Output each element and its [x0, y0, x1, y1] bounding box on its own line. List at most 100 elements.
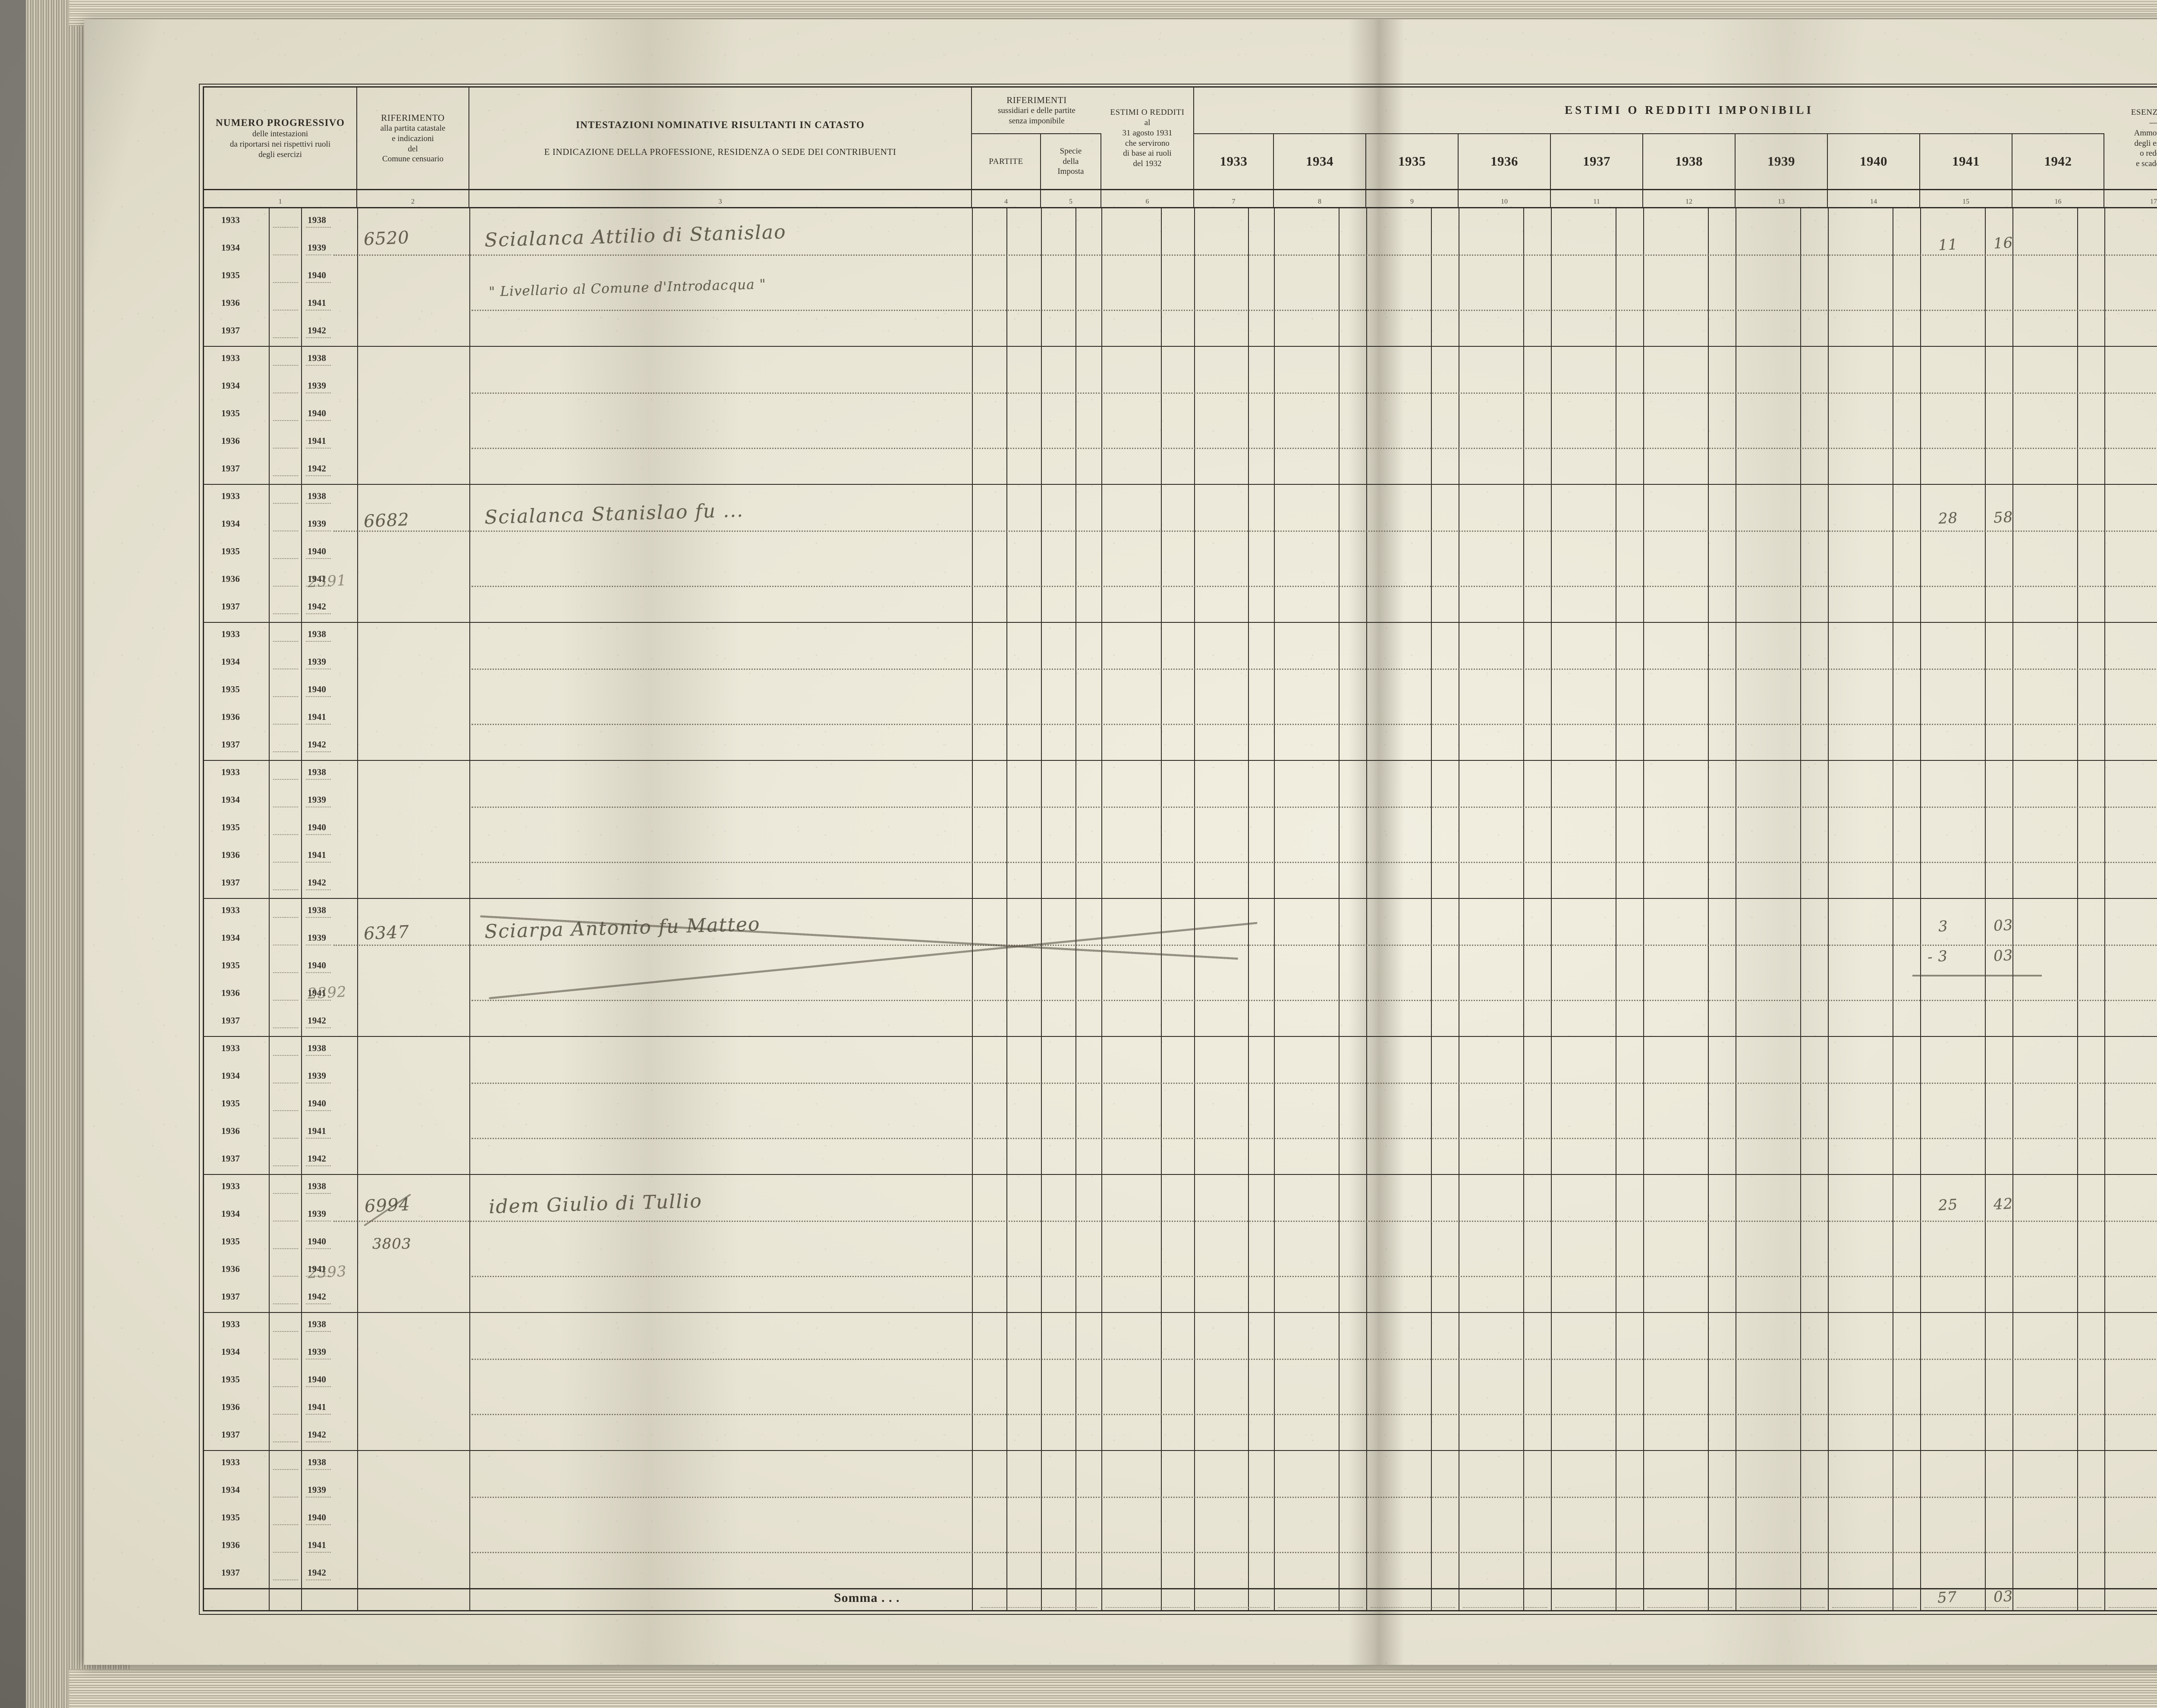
value-1941-cent-adjustment: 03	[1993, 946, 2014, 965]
header-year-1942: 1942	[2012, 134, 2104, 189]
entry-riferimento: 6682	[363, 509, 410, 532]
colnum-2: 2	[357, 189, 469, 207]
gridline-col4	[972, 208, 973, 1610]
row-dots	[273, 834, 298, 835]
row-dots	[273, 1552, 298, 1553]
header-year-1934: 1934	[1274, 134, 1366, 189]
row-dots	[1648, 1607, 1732, 1608]
ledger-block-1: 1933 1938 1934 1939 1935 1940 1936 1941	[204, 208, 2157, 346]
row-dots	[273, 751, 298, 752]
row-dots	[273, 448, 298, 449]
row-dots	[306, 586, 331, 587]
row-dots	[306, 558, 331, 559]
ledger-block-2: 1933 1938 1934 1939 1935 1940 1936 1941	[204, 346, 2157, 484]
row-dots	[273, 586, 298, 587]
row-dots	[306, 1000, 331, 1001]
row-dots	[1196, 1607, 1270, 1608]
block-divider	[204, 1450, 2157, 1451]
colnum-4: 4	[972, 189, 1041, 207]
entry-intestazione: Scialanca Attilio di Stanislao	[484, 221, 787, 251]
gridline-esenzioni	[2104, 208, 2105, 1610]
writing-guide	[472, 1497, 2157, 1498]
page-stack-bottom-edge	[69, 1669, 2157, 1708]
row-dots	[1832, 1607, 1917, 1608]
value-1941-lire: 11	[1937, 235, 1959, 254]
colnum-1: 1	[204, 189, 357, 207]
colnum-15: 15	[1920, 189, 2012, 207]
gridline-1934	[1274, 208, 1275, 1610]
row-dots	[306, 751, 331, 752]
row-dots	[273, 862, 298, 863]
colnum-12: 12	[1643, 189, 1736, 207]
row-dots	[306, 641, 331, 642]
row-dots	[306, 475, 331, 476]
column-number-row: 1 2 3 4 5 6 7 8 9 10 11 12 13 14 15 16 1…	[204, 189, 2157, 207]
writing-guide	[472, 1359, 2157, 1360]
colnum-10: 10	[1459, 189, 1551, 207]
row-dots	[1371, 1607, 1455, 1608]
row-dots	[1555, 1607, 1640, 1608]
row-dots	[306, 503, 331, 504]
row-dots	[273, 1497, 298, 1498]
row-dots	[273, 1055, 298, 1056]
header-riferimenti-sussidiari: RIFERIMENTI sussidiari e delle partite s…	[972, 88, 1101, 134]
row-dots	[273, 503, 298, 504]
writing-guide	[472, 807, 2157, 808]
writing-guide	[472, 448, 2157, 449]
row-dots	[1278, 1607, 1363, 1608]
writing-guide	[333, 254, 2157, 256]
row-dots	[306, 1386, 331, 1387]
gridline-1935	[1366, 208, 1367, 1610]
entry-intestazione: Scialanca Stanislao fu ...	[484, 499, 744, 529]
gridline-1941-cent	[1985, 208, 1986, 1610]
row-dots	[273, 1193, 298, 1194]
row-dots	[306, 613, 331, 614]
row-dots	[273, 365, 298, 366]
row-dots	[306, 1055, 331, 1056]
colnum-6: 6	[1101, 189, 1194, 207]
ledger-table: NUMERO PROGRESSIVO delle intestazioni da…	[199, 84, 2157, 1615]
entry-intestazione: idem Giulio di Tullio	[488, 1190, 703, 1218]
row-dots	[273, 558, 298, 559]
writing-guide	[472, 1552, 2157, 1553]
row-dots	[306, 392, 331, 393]
entry-esenzione: 2391	[307, 571, 347, 591]
colnum-8: 8	[1274, 189, 1366, 207]
ledger-block-7: 1933 1938 1934 1939 1935 1940 1936 1941	[204, 1036, 2157, 1174]
row-dots	[273, 392, 298, 393]
block-divider	[204, 346, 2157, 347]
entry-esenzione: 2392	[307, 983, 347, 1003]
header-year-1937: 1937	[1551, 134, 1643, 189]
header-riferimento-partita: RIFERIMENTO alla partita catastale e ind…	[357, 88, 469, 189]
row-dots	[273, 337, 298, 338]
gridline-1937	[1551, 208, 1552, 1610]
header-year-1933-spacer	[1194, 88, 1274, 134]
row-dots	[273, 227, 298, 228]
value-1941-lire-adjustment: - 3	[1927, 947, 1948, 966]
total-underline	[1912, 975, 2042, 976]
row-dots	[273, 475, 298, 476]
value-1941-lire: 25	[1937, 1196, 1959, 1215]
header-intestazioni-nominative: INTESTAZIONI NOMINATIVE RISULTANTI IN CA…	[469, 88, 972, 189]
row-dots	[306, 724, 331, 725]
row-dots	[306, 1110, 331, 1111]
row-dots	[273, 1331, 298, 1332]
block-divider	[204, 484, 2157, 485]
row-dots	[273, 1524, 298, 1525]
row-dots	[1463, 1607, 1547, 1608]
row-dots	[2109, 1607, 2157, 1608]
row-dots	[273, 724, 298, 725]
colnum-9: 9	[1366, 189, 1459, 207]
gridline-1938	[1643, 208, 1644, 1610]
header-specie-imposta: Specie della Imposta	[1041, 134, 1101, 189]
row-dots	[306, 696, 331, 697]
writing-guide	[333, 531, 2157, 532]
row-dots	[306, 1497, 331, 1498]
header-partite: PARTITE	[972, 134, 1041, 189]
value-1941-lire: 3	[1937, 917, 1949, 936]
row-dots	[273, 1276, 298, 1277]
value-1941-cent: 03	[1993, 916, 2014, 935]
colnum-7: 7	[1194, 189, 1274, 207]
entry-riferimento: 6347	[363, 922, 410, 944]
